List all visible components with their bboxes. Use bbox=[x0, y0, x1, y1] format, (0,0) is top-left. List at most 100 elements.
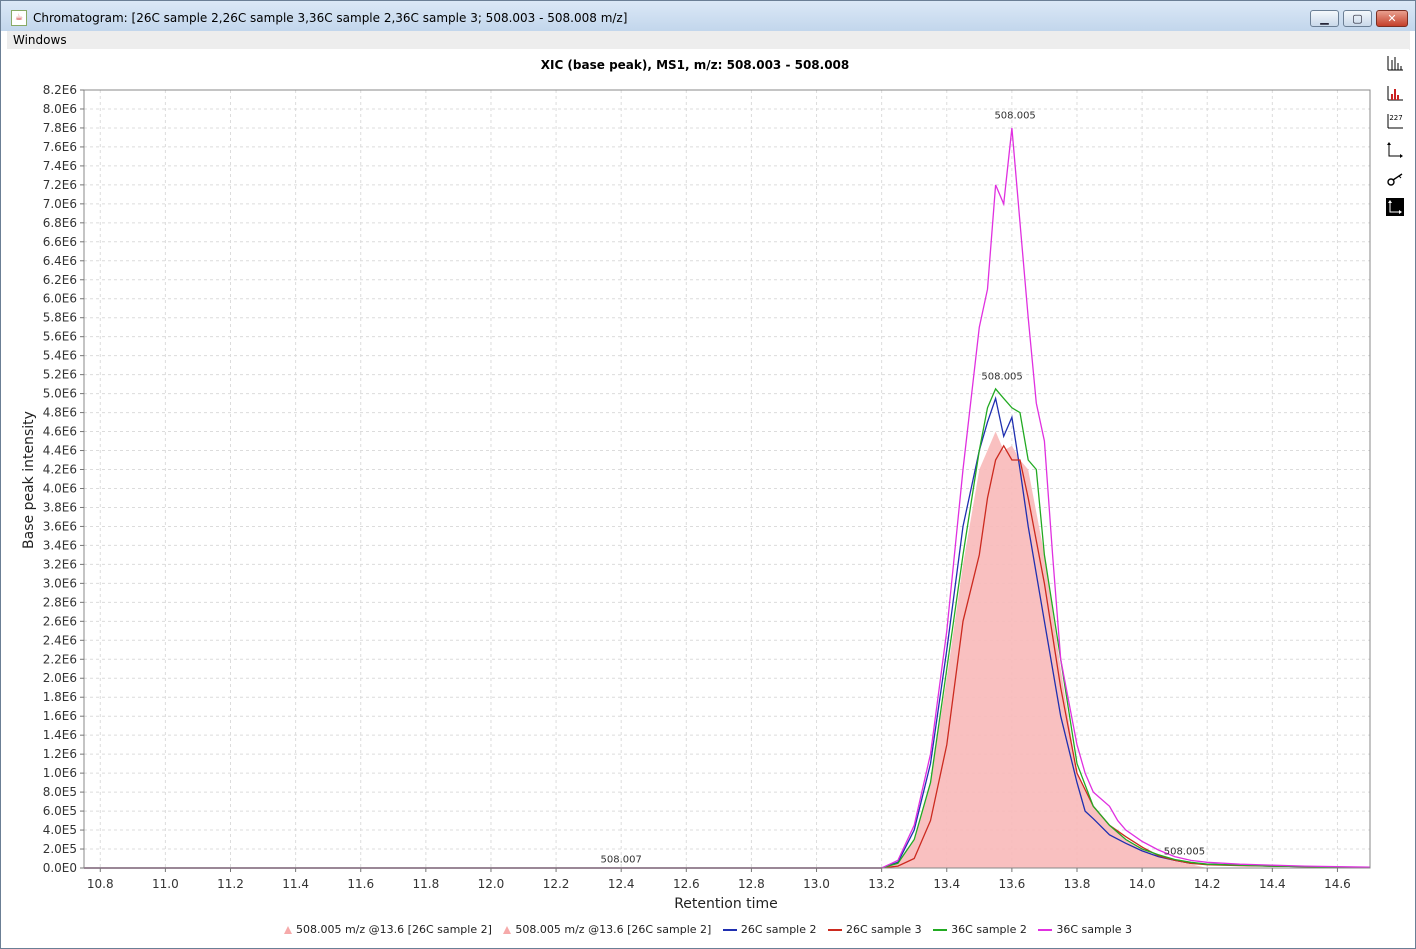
chart-legend: 508.005 m/z @13.6 [26C sample 2] 508.005… bbox=[0, 923, 1416, 936]
x-tick-label: 14.6 bbox=[1324, 877, 1351, 891]
legend-item-36c-sample-3[interactable]: 36C sample 3 bbox=[1038, 923, 1132, 936]
series-swatch bbox=[933, 929, 948, 931]
maximize-icon: ▢ bbox=[1352, 12, 1363, 25]
y-tick-label: 6.0E5 bbox=[43, 804, 77, 818]
peak-annotation: 508.007 bbox=[601, 854, 642, 865]
y-tick-label: 1.4E6 bbox=[43, 728, 77, 742]
x-tick-label: 11.6 bbox=[347, 877, 374, 891]
label-values-icon[interactable]: 227 bbox=[1386, 112, 1404, 130]
close-icon: ✕ bbox=[1387, 12, 1397, 25]
y-tick-label: 5.8E6 bbox=[43, 311, 77, 325]
series-line-36c-sample-2 bbox=[84, 387, 1371, 869]
legend-item-26c-sample-3[interactable]: 26C sample 3 bbox=[828, 923, 922, 936]
key-icon[interactable] bbox=[1386, 170, 1404, 188]
menu-bar: Windows bbox=[7, 31, 1410, 50]
y-tick-label: 2.0E6 bbox=[43, 671, 77, 685]
x-tick-label: 14.0 bbox=[1129, 877, 1156, 891]
y-tick-label: 2.8E6 bbox=[43, 595, 77, 609]
x-tick-label: 11.2 bbox=[217, 877, 244, 891]
x-tick-label: 14.2 bbox=[1194, 877, 1221, 891]
peak-marker-icon bbox=[283, 926, 292, 934]
minimize-icon: ▁ bbox=[1320, 12, 1329, 25]
spectrum-icon[interactable] bbox=[1386, 54, 1404, 72]
y-tick-label: 1.2E6 bbox=[43, 747, 77, 761]
java-app-icon: ☕ bbox=[11, 10, 27, 26]
minimize-button[interactable]: ▁ bbox=[1310, 10, 1339, 27]
x-tick-label: 12.4 bbox=[608, 877, 635, 891]
legend-item-36c-sample-2[interactable]: 36C sample 2 bbox=[933, 923, 1027, 936]
x-tick-label: 14.4 bbox=[1259, 877, 1286, 891]
series-line-26c-sample-2 bbox=[84, 395, 1371, 869]
x-tick-label: 13.6 bbox=[999, 877, 1026, 891]
peak-annotation: 508.005 bbox=[1164, 847, 1205, 858]
y-tick-label: 6.6E6 bbox=[43, 235, 77, 249]
peak-marker-icon bbox=[503, 926, 512, 934]
y-tick-label: 4.0E5 bbox=[43, 823, 77, 837]
x-tick-label: 11.8 bbox=[412, 877, 439, 891]
x-tick-label: 12.0 bbox=[478, 877, 505, 891]
x-tick-label: 11.4 bbox=[282, 877, 309, 891]
y-tick-label: 6.2E6 bbox=[43, 273, 77, 287]
y-tick-label: 4.2E6 bbox=[43, 463, 77, 477]
y-tick-label: 2.6E6 bbox=[43, 614, 77, 628]
x-axis-ticks: 10.8 11.0 11.2 11.4 11.6 11.8 12.0 12.2 12.4 12.6… bbox=[87, 868, 1351, 891]
y-tick-label: 8.0E5 bbox=[43, 785, 77, 799]
series-swatch bbox=[1038, 929, 1053, 931]
y-tick-label: 3.2E6 bbox=[43, 557, 77, 571]
y-tick-label: 3.6E6 bbox=[43, 519, 77, 533]
chart-title: XIC (base peak), MS1, m/z: 508.003 - 508… bbox=[540, 58, 850, 72]
y-tick-label: 0.0E0 bbox=[43, 861, 77, 875]
series-line-36c-sample-3 bbox=[84, 127, 1371, 869]
y-axis-ticks: 0.0E0 2.0E5 4.0E5 6.0E5 8.0E5 1.0E6 1.2E6 1.4E6… bbox=[43, 83, 84, 875]
zoom-reset-icon[interactable] bbox=[1386, 198, 1404, 216]
y-tick-label: 3.4E6 bbox=[43, 538, 77, 552]
legend-item-26c-sample-2[interactable]: 26C sample 2 bbox=[722, 923, 817, 936]
y-tick-label: 6.4E6 bbox=[43, 254, 77, 268]
y-tick-label: 6.8E6 bbox=[43, 216, 77, 230]
y-tick-label: 4.8E6 bbox=[43, 406, 77, 420]
x-tick-label: 13.4 bbox=[933, 877, 960, 891]
y-tick-label: 3.0E6 bbox=[43, 576, 77, 590]
peak-annotations: 508.005 508.005 508.007 508.005 bbox=[601, 110, 1206, 865]
y-tick-label: 4.6E6 bbox=[43, 425, 77, 439]
x-tick-label: 13.2 bbox=[868, 877, 895, 891]
y-tick-label: 7.0E6 bbox=[43, 197, 77, 211]
y-tick-label: 7.2E6 bbox=[43, 178, 77, 192]
label-values-text: 227 bbox=[1389, 114, 1402, 122]
y-tick-label: 3.8E6 bbox=[43, 500, 77, 514]
legend-item-peak-2[interactable]: 508.005 m/z @13.6 [26C sample 2] bbox=[503, 923, 711, 936]
close-button[interactable]: ✕ bbox=[1376, 10, 1408, 27]
grid-lines bbox=[84, 89, 1370, 869]
peak-spectrum-icon[interactable] bbox=[1386, 84, 1404, 102]
y-tick-label: 5.2E6 bbox=[43, 368, 77, 382]
y-tick-label: 1.8E6 bbox=[43, 690, 77, 704]
window-title: Chromatogram: [26C sample 2,26C sample 3… bbox=[33, 11, 628, 25]
x-tick-label: 12.2 bbox=[543, 877, 570, 891]
y-tick-label: 5.4E6 bbox=[43, 349, 77, 363]
series-swatch bbox=[722, 929, 737, 931]
y-tick-label: 5.0E6 bbox=[43, 387, 77, 401]
series-lines bbox=[84, 127, 1371, 869]
maximize-button[interactable]: ▢ bbox=[1343, 10, 1372, 27]
y-tick-label: 8.0E6 bbox=[43, 102, 77, 116]
x-tick-label: 13.0 bbox=[803, 877, 830, 891]
x-tick-label: 13.8 bbox=[1064, 877, 1091, 891]
y-tick-label: 4.0E6 bbox=[43, 481, 77, 495]
x-tick-label: 12.8 bbox=[738, 877, 765, 891]
y-tick-label: 7.8E6 bbox=[43, 121, 77, 135]
legend-item-peak-1[interactable]: 508.005 m/z @13.6 [26C sample 2] bbox=[283, 923, 492, 936]
y-tick-label: 4.4E6 bbox=[43, 444, 77, 458]
x-axis-label: Retention time bbox=[674, 896, 778, 912]
plot-frame bbox=[83, 89, 1371, 869]
axis-icon[interactable] bbox=[1386, 141, 1404, 159]
y-tick-label: 1.0E6 bbox=[43, 766, 77, 780]
y-tick-label: 1.6E6 bbox=[43, 709, 77, 723]
title-bar[interactable]: ☕ Chromatogram: [26C sample 2,26C sample… bbox=[1, 1, 1415, 31]
peak-fill-area bbox=[881, 431, 1208, 868]
series-swatch bbox=[828, 929, 842, 931]
x-tick-label: 11.0 bbox=[152, 877, 179, 891]
y-axis-label: Base peak intensity bbox=[21, 411, 37, 549]
menu-windows[interactable]: Windows bbox=[13, 33, 67, 47]
x-tick-label: 12.6 bbox=[673, 877, 700, 891]
